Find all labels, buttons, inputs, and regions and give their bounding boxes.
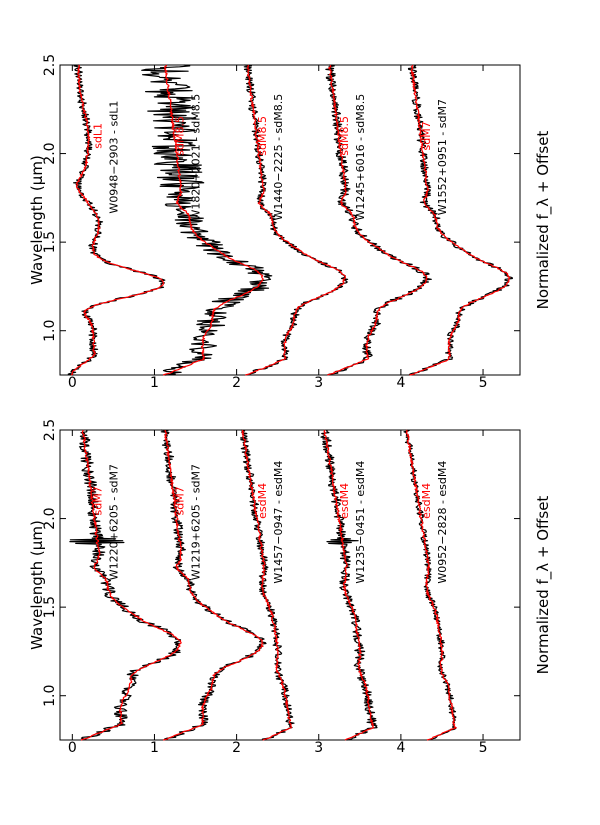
left-y-tick-label: 3 <box>314 740 323 756</box>
object-spectrum-left-1 <box>320 429 378 741</box>
right-x-tick-label: 2.0 <box>42 142 58 164</box>
left-plot-frame <box>59 429 521 741</box>
object-label-right-2: W1440−2225 - sdM8.5 <box>272 94 285 221</box>
object-label-left-0: W0952−2828 - esdM4 <box>436 461 449 584</box>
right-panel: 1.0 1.5 2.0 2.5 0 1 2 3 4 5 W1552+0951 - sdM7sdM7… <box>28 54 553 391</box>
object-label-right-4: W0948−2903 - sdL1 <box>108 101 121 214</box>
template-spectrum-right-1 <box>327 64 428 376</box>
object-label-right-3: W1820+2021 - sdM8.5 <box>190 94 203 221</box>
template-label-right-2: sdM8.5 <box>256 116 269 156</box>
object-label-right-1: W1245+6016 - sdM8.5 <box>354 94 367 221</box>
left-y-tick-label: 0 <box>68 740 77 756</box>
right-y-tick-label: 4 <box>396 375 405 391</box>
left-x-axis-label: Wavelength (μm) <box>28 520 46 650</box>
template-label-left-1: esdM4 <box>338 483 351 519</box>
template-spectrum-left-2 <box>241 429 292 741</box>
left-y-tick-label: 2 <box>232 740 241 756</box>
object-label-left-2: W1457−0947 - esdM4 <box>272 461 285 584</box>
template-label-left-0: esdM4 <box>420 483 433 519</box>
left-panel: 1.01.52.02.50 1 2 3 4 5 W0952−2828 - esdM4esd… <box>28 419 553 756</box>
object-spectrum-right-0 <box>407 64 513 376</box>
template-label-right-1: sdM8.5 <box>338 116 351 156</box>
right-y-tick-label: 3 <box>314 375 323 391</box>
left-x-tick-label: 1.0 <box>42 685 58 707</box>
template-label-left-2: esdM4 <box>256 483 269 519</box>
template-spectrum-right-2 <box>245 64 346 376</box>
right-y-tick-label: 0 <box>68 375 77 391</box>
left-y-axis-label: Normalized f_λ + Offset <box>534 496 553 675</box>
right-y-tick-label: 5 <box>479 375 488 391</box>
object-spectrum-left-4 <box>69 429 182 741</box>
object-label-left-4: W1220+6205 - sdM7 <box>108 464 121 580</box>
right-y-tick-label: 1 <box>150 375 159 391</box>
right-y-axis-label: Normalized f_λ + Offset <box>534 131 553 310</box>
right-x-tick-label: 1.5 <box>42 231 58 253</box>
object-label-left-1: W1235−0451 - esdM4 <box>354 461 367 584</box>
object-label-right-0: W1552+0951 - sdM7 <box>436 99 449 215</box>
template-spectrum-right-0 <box>409 64 511 376</box>
right-x-tick-label: 2.5 <box>42 54 58 76</box>
left-x-tick-label: 2.5 <box>42 419 58 441</box>
left-y-tick-label: 5 <box>479 740 488 756</box>
template-label-right-3: sdM8.5 <box>174 116 187 156</box>
template-label-left-4: sdM7 <box>92 486 105 515</box>
template-spectrum-left-3 <box>162 430 264 741</box>
template-label-right-4: sdL1 <box>92 123 105 149</box>
right-y-tick-label: 2 <box>232 375 241 391</box>
left-y-tick-label: 1 <box>150 740 159 756</box>
template-spectrum-left-1 <box>323 429 375 741</box>
left-x-tick-label: 2.0 <box>42 507 58 529</box>
right-plot-frame <box>59 64 521 376</box>
object-label-left-3: W1219+6205 - sdM7 <box>190 464 203 580</box>
template-spectrum-left-0 <box>405 429 457 741</box>
template-spectrum-right-3 <box>162 64 264 376</box>
template-spectrum-left-4 <box>80 429 182 741</box>
left-x-tick-label: 1.5 <box>42 596 58 618</box>
left-y-tick-label: 4 <box>396 740 405 756</box>
object-spectrum-right-3 <box>141 64 273 376</box>
right-x-tick-label: 1.0 <box>42 320 58 342</box>
template-label-left-3: sdM7 <box>174 486 187 515</box>
object-spectrum-right-1 <box>325 64 432 376</box>
template-label-right-0: sdM7 <box>420 121 433 150</box>
template-spectrum-right-4 <box>70 64 165 376</box>
right-x-axis-label: Wavelength (μm) <box>28 155 46 285</box>
